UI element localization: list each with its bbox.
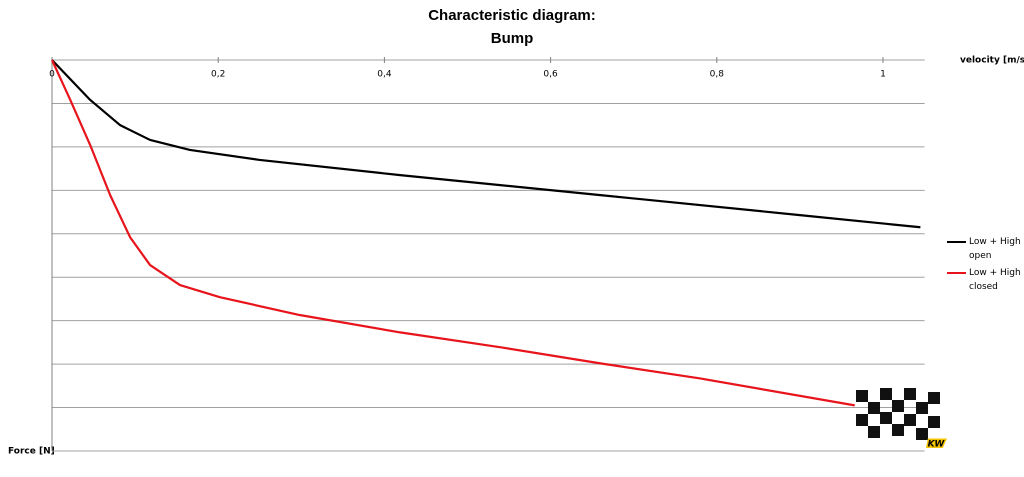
x-tick-label: 0,2 — [211, 70, 225, 80]
y-axis-label: Force [N] — [8, 447, 55, 457]
x-tick-label: 0,4 — [377, 70, 392, 80]
legend-entry: Low + High closed — [969, 268, 1021, 292]
logo: KW — [856, 388, 947, 451]
x-tick-label: 0,8 — [710, 70, 725, 80]
chart-title: Characteristic diagram: — [428, 7, 596, 24]
chart-title: Bump — [491, 30, 534, 47]
legend-entry: Low + High open — [969, 237, 1021, 261]
x-axis-label: velocity [m/s] — [960, 56, 1024, 66]
logo-text: KW — [928, 440, 946, 450]
legend-label: Low + High open — [969, 237, 1021, 261]
x-tick-label: 1 — [880, 70, 886, 80]
legend-label: Low + High closed — [969, 268, 1021, 292]
series-line — [50, 59, 855, 407]
checkered-flag — [856, 388, 940, 440]
x-tick-label: 0 — [49, 70, 55, 80]
series-line — [51, 59, 921, 229]
x-tick-label: 0,6 — [543, 70, 558, 80]
